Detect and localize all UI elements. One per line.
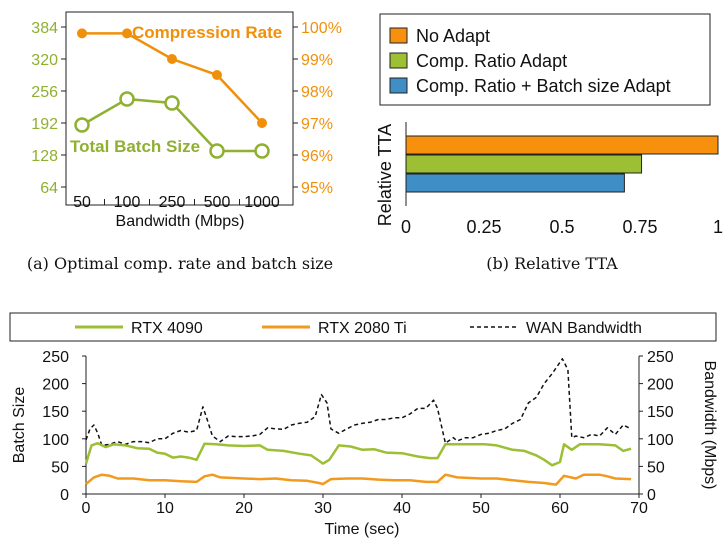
chart-c-right-tick-label: 50 xyxy=(647,459,665,476)
chart-a-compression-point xyxy=(257,118,267,128)
chart-a-plot-frame xyxy=(65,11,294,206)
chart-b-caption: (b) Relative TTA xyxy=(486,254,618,273)
chart-b-legend-label: No Adapt xyxy=(416,26,490,46)
chart-c-legend-label: WAN Bandwidth xyxy=(526,320,642,337)
chart-a-batch-size-point xyxy=(164,95,180,111)
chart-c-legend-label: RTX 2080 Ti xyxy=(318,320,407,337)
chart-b-bar xyxy=(405,173,625,193)
chart-a-compression-point xyxy=(122,28,132,39)
chart-a-series xyxy=(74,28,270,159)
chart-b-legend-swatch xyxy=(389,52,408,69)
chart-a: 384 320 256 192 128 64 100% 99% 98% 97% 96% 95% 50… xyxy=(27,11,342,273)
chart-b-x-tick-label: 0.25 xyxy=(466,217,501,237)
chart-b-bar xyxy=(405,135,719,155)
chart-a-right-tick-label: 98% xyxy=(301,84,333,101)
chart-b-axis-label: Relative TTA xyxy=(375,124,395,226)
chart-b-legend xyxy=(379,13,711,106)
chart-a-x-tick-label: 500 xyxy=(204,194,231,211)
chart-b-legend-label: Comp. Ratio Adapt xyxy=(416,51,567,71)
chart-b-bars xyxy=(405,135,719,193)
chart-c-legend-entries: RTX 4090 RTX 2080 Ti WAN Bandwidth xyxy=(75,320,642,337)
chart-a-batch-size-point xyxy=(254,143,270,159)
chart-a-total-batch-size-label: Total Batch Size xyxy=(70,137,200,156)
chart-b-legend-swatch xyxy=(389,77,408,94)
chart-b-legend-label: Comp. Ratio + Batch size Adapt xyxy=(416,76,671,96)
chart-a-right-axis-ticks: 100% 99% 98% 97% 96% 95% xyxy=(293,20,342,197)
chart-a-caption: (a) Optimal comp. rate and batch size xyxy=(27,254,333,273)
chart-b-bar xyxy=(405,154,643,174)
chart-a-x-axis-label: Bandwidth (Mbps) xyxy=(116,213,245,230)
chart-c-series-line-0 xyxy=(84,441,632,467)
chart-a-right-tick-label: 95% xyxy=(301,180,333,197)
chart-a-left-tick-label: 128 xyxy=(31,148,58,165)
chart-b-x-tick-label: 0 xyxy=(401,217,411,237)
chart-c-x-tick-label: 10 xyxy=(156,500,174,517)
chart-c-left-tick-label: 50 xyxy=(51,459,69,476)
chart-c-right-tick-label: 0 xyxy=(647,487,656,504)
chart-b-legend-swatch xyxy=(389,27,408,44)
chart-c-left-tick-label: 0 xyxy=(60,487,69,504)
chart-c-series-line-2 xyxy=(85,358,632,447)
chart-b-x-tick-label: 1 xyxy=(713,217,723,237)
chart-c-y-axis-ticks: 250 250 200 200 150 150 100 100 50 50 0 0 xyxy=(42,349,674,504)
chart-c-series-line-1 xyxy=(85,473,632,486)
chart-c-x-tick-label: 30 xyxy=(314,500,332,517)
chart-c-right-tick-label: 200 xyxy=(647,377,674,394)
chart-c-x-tick-label: 40 xyxy=(393,500,411,517)
chart-a-batch-size-point xyxy=(74,117,90,133)
chart-c: RTX 4090 RTX 2080 Ti WAN Bandwidth 250 2502… xyxy=(9,312,718,538)
chart-a-x-tick-label: 250 xyxy=(159,194,186,211)
chart-b-x-tick-label: 0.75 xyxy=(622,217,657,237)
chart-a-batch-size-point xyxy=(119,91,135,107)
chart-a-x-tick-label: 1000 xyxy=(244,194,280,211)
chart-a-x-axis-ticks: 50 100 250 500 1000 xyxy=(73,194,280,211)
chart-a-compression-rate-label: Compression Rate xyxy=(132,23,282,42)
chart-a-x-tick-label: 50 xyxy=(73,194,91,211)
chart-a-compression-point xyxy=(77,28,87,39)
chart-c-x-tick-label: 50 xyxy=(472,500,490,517)
chart-c-x-tick-label: 20 xyxy=(235,500,253,517)
chart-c-x-tick-label: 0 xyxy=(82,500,91,517)
chart-a-left-tick-label: 256 xyxy=(31,84,58,101)
chart-c-left-axis-label: Batch Size xyxy=(11,387,28,464)
chart-c-right-axis-label: Bandwidth (Mbps) xyxy=(701,361,718,490)
chart-a-right-tick-label: 99% xyxy=(301,52,333,69)
chart-c-right-tick-label: 150 xyxy=(647,404,674,421)
chart-a-left-tick-label: 384 xyxy=(31,20,58,37)
chart-c-x-axis-label: Time (sec) xyxy=(325,521,400,538)
chart-a-left-tick-label: 320 xyxy=(31,52,58,69)
chart-a-x-tick-label: 100 xyxy=(114,194,141,211)
chart-a-compression-point xyxy=(167,54,177,64)
chart-c-legend-label: RTX 4090 xyxy=(131,320,203,337)
chart-b-x-tick-label: 0.5 xyxy=(549,217,574,237)
chart-c-x-tick-label: 70 xyxy=(630,500,648,517)
chart-b-x-axis-ticks: 0 0.25 0.5 0.75 1 xyxy=(401,217,723,237)
chart-c-legend xyxy=(9,312,717,342)
chart-a-batch-size-point xyxy=(209,143,225,159)
chart-a-right-tick-label: 97% xyxy=(301,116,333,133)
chart-a-compression-point xyxy=(212,70,222,80)
chart-c-right-tick-label: 250 xyxy=(647,349,674,366)
chart-c-right-tick-label: 100 xyxy=(647,432,674,449)
chart-a-left-tick-label: 64 xyxy=(40,180,58,197)
chart-a-right-tick-label: 100% xyxy=(301,20,342,37)
chart-c-series xyxy=(84,358,632,486)
chart-c-left-tick-label: 150 xyxy=(42,404,69,421)
chart-c-left-tick-label: 100 xyxy=(42,432,69,449)
chart-c-left-tick-label: 250 xyxy=(42,349,69,366)
chart-a-left-axis-ticks: 384 320 256 192 128 64 xyxy=(31,20,66,197)
chart-a-left-tick-label: 192 xyxy=(31,116,58,133)
chart-c-x-axis-ticks: 0 10 20 30 40 50 60 70 xyxy=(82,494,648,517)
chart-c-x-tick-label: 60 xyxy=(551,500,569,517)
chart-c-left-tick-label: 200 xyxy=(42,377,69,394)
chart-a-right-tick-label: 96% xyxy=(301,148,333,165)
chart-b: No Adapt Comp. Ratio Adapt Comp. Ratio + B… xyxy=(375,13,723,273)
chart-b-legend-entries: No Adapt Comp. Ratio Adapt Comp. Ratio + B… xyxy=(389,26,671,96)
